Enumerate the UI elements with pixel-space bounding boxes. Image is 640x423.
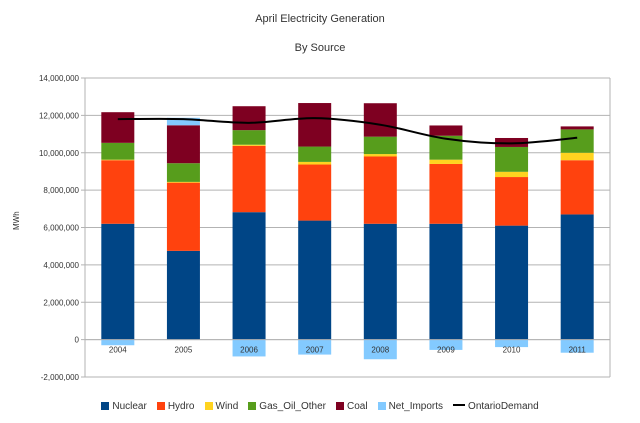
bar-coal-2005	[166, 125, 200, 164]
legend-label: Hydro	[167, 401, 195, 412]
bar-net-imports-2006	[232, 339, 266, 357]
grid-layer	[81, 77, 611, 378]
x-tick-label: 2005	[175, 346, 193, 355]
legend-label: Net_Imports	[388, 401, 444, 412]
bar-wind-2005	[166, 181, 200, 183]
bar-nuclear-2009	[429, 223, 463, 340]
bar-nuclear-2008	[363, 223, 397, 340]
bar-wind-2007	[298, 161, 332, 165]
bar-gas-oil-other-2007	[298, 146, 332, 162]
legend-item: Coal	[336, 401, 368, 412]
bar-nuclear-2004	[101, 223, 135, 340]
bar-nuclear-2005	[166, 250, 200, 340]
legend-swatch	[248, 402, 257, 410]
bar-gas-oil-other-2010	[495, 146, 529, 172]
bar-coal-2011	[560, 126, 594, 130]
y-tick-label: -2,000,000	[41, 373, 80, 382]
bar-coal-2008	[363, 103, 397, 137]
x-tick-label: 2008	[371, 346, 389, 355]
legend-item: OntarioDemand	[453, 401, 539, 412]
bar-gas-oil-other-2009	[429, 135, 463, 160]
legend-item: Nuclear	[101, 401, 147, 412]
bar-hydro-2004	[101, 160, 135, 224]
legend-label: Gas_Oil_Other	[259, 401, 326, 412]
bar-gas-oil-other-2006	[232, 130, 266, 145]
bar-coal-2007	[298, 103, 332, 147]
x-tick-label: 2010	[503, 346, 521, 355]
legend-item: Wind	[204, 401, 239, 412]
bar-nuclear-2006	[232, 212, 266, 340]
y-tick-label: 14,000,000	[39, 74, 80, 83]
bar-gas-oil-other-2005	[166, 163, 200, 182]
bar-gas-oil-other-2011	[560, 129, 594, 153]
bars-layer	[101, 103, 594, 360]
legend-item: Hydro	[156, 401, 195, 412]
legend-swatch	[101, 402, 110, 410]
legend-swatch	[336, 402, 344, 410]
bar-hydro-2010	[495, 177, 529, 226]
y-tick-label: 4,000,000	[43, 261, 79, 270]
bar-hydro-2009	[429, 163, 463, 224]
bar-net-imports-2007	[298, 339, 332, 355]
bar-net-imports-2010	[495, 339, 529, 348]
bar-nuclear-2007	[298, 220, 332, 340]
bar-wind-2011	[560, 152, 594, 161]
bar-gas-oil-other-2008	[363, 136, 397, 155]
y-tick-labels: -2,000,000 0 2,000,000 4,000,000 6,000,000 8,…	[39, 74, 80, 382]
y-tick-label: 6,000,000	[43, 224, 79, 233]
line-ontariodemand	[117, 117, 578, 145]
x-tick-label: 2007	[306, 346, 324, 355]
legend-item: Net_Imports	[377, 401, 444, 412]
bar-nuclear-2011	[560, 214, 594, 340]
x-tick-labels: 2004 2005 2006 2007 2008 2009 2010 2011	[85, 339, 610, 355]
bar-gas-oil-other-2004	[101, 142, 135, 160]
line-layer	[117, 117, 578, 145]
chart-title: April Electricity Generation	[255, 13, 385, 25]
legend-label: Nuclear	[112, 401, 147, 412]
bar-wind-2008	[363, 154, 397, 157]
x-tick-label: 2011	[569, 346, 587, 355]
legend-swatch	[377, 402, 386, 410]
y-tick-label: 0	[75, 336, 80, 345]
bar-wind-2010	[495, 171, 529, 178]
bar-wind-2006	[232, 144, 266, 146]
bar-nuclear-2010	[495, 225, 529, 340]
legend-label: Coal	[347, 401, 368, 412]
legend-label: OntarioDemand	[468, 401, 539, 412]
bar-coal-2006	[232, 106, 266, 131]
bar-coal-2004	[101, 112, 135, 143]
bar-net-imports-2005	[166, 117, 200, 126]
bar-wind-2009	[429, 159, 463, 164]
bar-net-imports-2008	[363, 339, 397, 360]
bar-net-imports-2009	[429, 339, 463, 350]
legend-item: Gas_Oil_Other	[248, 401, 326, 412]
x-tick-label: 2004	[109, 346, 127, 355]
x-tick-label: 2009	[437, 346, 455, 355]
legend-swatch	[204, 402, 213, 410]
bar-hydro-2005	[166, 182, 200, 251]
bar-wind-2004	[101, 159, 135, 161]
legend-swatch	[156, 402, 165, 410]
legend: Nuclear Hydro Wind Gas_Oil_Other Coal Net_Imp…	[0, 401, 640, 412]
y-tick-label: 8,000,000	[43, 186, 79, 195]
x-tick-label: 2006	[240, 346, 258, 355]
y-tick-label: 12,000,000	[39, 111, 80, 120]
legend-label: Wind	[215, 401, 239, 412]
chart-subtitle: By Source	[294, 42, 346, 54]
legend-line-swatch	[453, 404, 466, 406]
bar-hydro-2007	[298, 164, 332, 221]
bar-net-imports-2004	[101, 339, 135, 346]
bar-coal-2009	[429, 125, 463, 136]
bar-hydro-2011	[560, 160, 594, 215]
bar-hydro-2008	[363, 156, 397, 224]
y-tick-label: 10,000,000	[39, 149, 80, 158]
bar-net-imports-2011	[560, 339, 594, 353]
bar-hydro-2006	[232, 145, 266, 213]
y-tick-label: 2,000,000	[43, 298, 79, 307]
